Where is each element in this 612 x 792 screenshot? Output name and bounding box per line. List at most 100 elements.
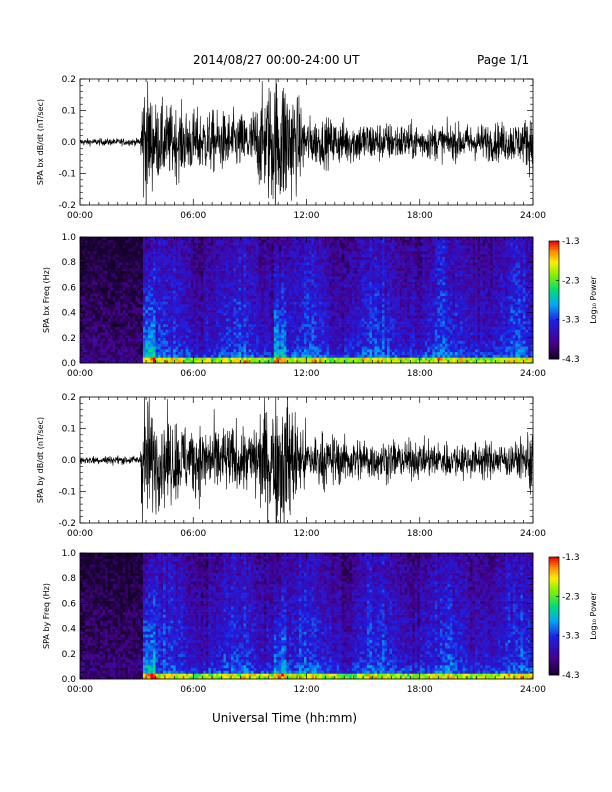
heatmap-cell bbox=[314, 245, 317, 249]
heatmap-cell bbox=[319, 323, 322, 327]
heatmap-cell bbox=[273, 349, 277, 353]
heatmap-cell bbox=[80, 309, 83, 313]
heatmap-cell bbox=[200, 276, 204, 280]
heatmap-cell bbox=[210, 284, 214, 288]
heatmap-cell bbox=[120, 343, 124, 347]
heatmap-cell bbox=[251, 309, 254, 313]
heatmap-cell bbox=[85, 349, 88, 353]
heatmap-cell bbox=[263, 332, 267, 336]
heatmap-cell bbox=[142, 237, 146, 241]
heatmap-cell bbox=[223, 357, 227, 361]
heatmap-cell bbox=[349, 335, 353, 339]
heatmap-cell bbox=[256, 259, 259, 263]
heatmap-cell bbox=[218, 315, 222, 319]
heatmap-cell bbox=[112, 267, 116, 271]
heatmap-cell bbox=[110, 270, 114, 274]
heatmap-cell bbox=[346, 259, 350, 263]
heatmap-cell bbox=[303, 360, 307, 364]
heatmap-cell bbox=[165, 340, 169, 344]
heatmap-cell bbox=[273, 279, 277, 283]
heatmap-cell bbox=[225, 354, 229, 358]
heatmap-cell bbox=[190, 326, 194, 330]
heatmap-cell bbox=[238, 304, 242, 308]
heatmap-cell bbox=[341, 251, 345, 255]
heatmap-cell bbox=[205, 337, 209, 341]
heatmap-cell bbox=[334, 357, 337, 361]
heatmap-cell bbox=[256, 335, 259, 339]
heatmap-cell bbox=[288, 321, 292, 325]
heatmap-cell bbox=[125, 329, 129, 333]
heatmap-cell bbox=[85, 262, 88, 266]
heatmap-cell bbox=[258, 248, 262, 252]
heatmap-cell bbox=[218, 295, 222, 299]
heatmap-cell bbox=[263, 354, 267, 358]
heatmap-cell bbox=[205, 242, 209, 246]
heatmap-cell bbox=[140, 346, 144, 350]
heatmap-cell bbox=[210, 323, 214, 327]
heatmap-cell bbox=[326, 326, 330, 330]
heatmap-cell bbox=[263, 256, 267, 260]
heatmap-cell bbox=[314, 251, 317, 255]
heatmap-cell bbox=[132, 287, 136, 291]
heatmap-cell bbox=[178, 273, 181, 277]
heatmap-cell bbox=[152, 276, 156, 280]
heatmap-cell bbox=[288, 340, 292, 344]
heatmap-cell bbox=[228, 337, 232, 341]
heatmap-cell bbox=[334, 298, 337, 302]
heatmap-cell bbox=[140, 262, 144, 266]
heatmap-cell bbox=[105, 237, 108, 241]
heatmap-cell bbox=[155, 279, 159, 283]
heatmap-cell bbox=[85, 335, 88, 339]
heatmap-cell bbox=[142, 276, 146, 280]
heatmap-cell bbox=[220, 248, 224, 252]
heatmap-cell bbox=[218, 237, 222, 241]
heatmap-cell bbox=[341, 332, 345, 336]
heatmap-cell bbox=[92, 304, 96, 308]
heatmap-cell bbox=[246, 312, 249, 316]
heatmap-cell bbox=[228, 245, 232, 249]
heatmap-cell bbox=[311, 295, 315, 299]
heatmap-cell bbox=[326, 281, 330, 285]
heatmap-cell bbox=[198, 279, 202, 283]
heatmap-cell bbox=[137, 318, 141, 322]
heatmap-cell bbox=[190, 323, 194, 327]
heatmap-cell bbox=[271, 287, 275, 291]
heatmap-cell bbox=[293, 284, 297, 288]
heatmap-cell bbox=[105, 251, 108, 255]
heatmap-cell bbox=[321, 256, 325, 260]
heatmap-cell bbox=[220, 351, 224, 355]
heatmap-cell bbox=[326, 256, 330, 260]
heatmap-cell bbox=[97, 251, 101, 255]
heatmap-cell bbox=[125, 293, 129, 297]
heatmap-cell bbox=[306, 290, 310, 294]
heatmap-cell bbox=[303, 301, 307, 305]
heatmap-cell bbox=[281, 357, 285, 361]
heatmap-cell bbox=[147, 295, 151, 299]
heatmap-cell bbox=[168, 315, 171, 319]
heatmap-cell bbox=[243, 360, 247, 364]
heatmap-cell bbox=[105, 242, 108, 246]
heatmap-cell bbox=[165, 245, 169, 249]
heatmap-cell bbox=[288, 318, 292, 322]
heatmap-cell bbox=[225, 284, 229, 288]
heatmap-cell bbox=[147, 279, 151, 283]
heatmap-cell bbox=[200, 312, 204, 316]
heatmap-cell bbox=[173, 251, 176, 255]
heatmap-cell bbox=[331, 335, 335, 339]
heatmap-cell bbox=[314, 248, 317, 252]
heatmap-cell bbox=[127, 293, 131, 297]
heatmap-cell bbox=[316, 259, 320, 263]
heatmap-cell bbox=[231, 276, 234, 280]
heatmap-cell bbox=[225, 253, 229, 257]
heatmap-cell bbox=[87, 335, 91, 339]
heatmap-cell bbox=[160, 259, 164, 263]
heatmap-cell bbox=[344, 349, 348, 353]
heatmap-cell bbox=[243, 346, 247, 350]
heatmap-cell bbox=[80, 360, 83, 364]
heatmap-cell bbox=[316, 323, 320, 327]
heatmap-cell bbox=[170, 340, 174, 344]
heatmap-cell bbox=[253, 284, 257, 288]
heatmap-cell bbox=[183, 262, 186, 266]
heatmap-cell bbox=[90, 245, 93, 249]
heatmap-cell bbox=[147, 245, 151, 249]
